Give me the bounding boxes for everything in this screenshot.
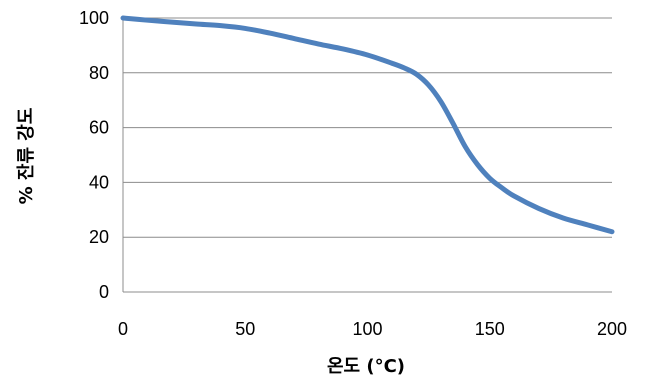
x-axis-ticks: 0 50 100 150 200: [118, 319, 627, 339]
y-tick-label: 60: [89, 118, 109, 138]
axes: [122, 18, 612, 293]
y-axis-title: % 잔류 강도: [16, 108, 37, 205]
y-tick-label: 40: [89, 172, 109, 192]
x-tick-label: 100: [352, 319, 382, 339]
y-tick-label: 0: [99, 282, 109, 302]
x-tick-label: 200: [597, 319, 627, 339]
x-tick-label: 0: [118, 319, 128, 339]
gridlines: [123, 17, 612, 238]
x-tick-label: 50: [235, 319, 255, 339]
y-tick-label: 20: [89, 227, 109, 247]
y-tick-label: 80: [89, 63, 109, 83]
x-tick-label: 150: [475, 319, 505, 339]
y-axis-ticks: 0 20 40 60 80 100: [79, 8, 109, 302]
y-tick-label: 100: [79, 8, 109, 28]
series-line-0: [120, 15, 615, 235]
series-layer: [120, 15, 615, 235]
x-axis-title: 온도 (°C): [327, 356, 405, 377]
